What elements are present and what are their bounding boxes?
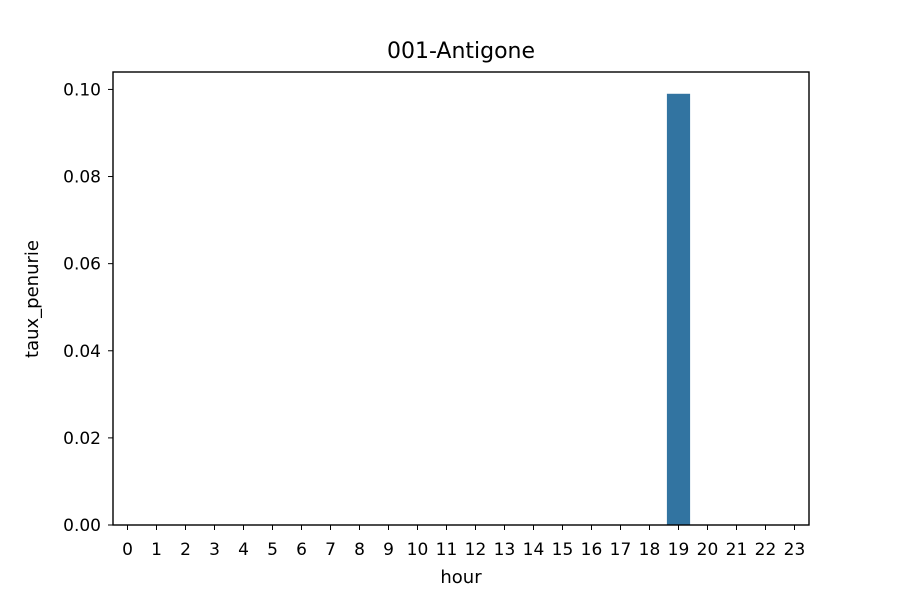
y-tick-label: 0.04	[63, 342, 101, 362]
x-tick-label: 5	[267, 540, 278, 560]
y-axis-label: taux_penurie	[22, 240, 43, 358]
x-tick-label: 22	[755, 540, 777, 560]
x-tick-label: 12	[465, 540, 487, 560]
x-tick-label: 10	[407, 540, 429, 560]
x-tick-label: 11	[436, 540, 458, 560]
x-tick-label: 21	[726, 540, 748, 560]
bars	[666, 93, 691, 526]
x-tick-label: 19	[668, 540, 690, 560]
x-tick-label: 23	[784, 540, 806, 560]
x-tick-label: 13	[494, 540, 516, 560]
y-tick-label: 0.10	[63, 80, 101, 100]
x-tick-label: 9	[383, 540, 394, 560]
x-tick-label: 1	[151, 540, 162, 560]
x-tick-label: 3	[209, 540, 220, 560]
y-tick-label: 0.00	[63, 516, 101, 536]
bar-hour-19	[666, 93, 691, 526]
plot-area-frame	[112, 71, 810, 526]
x-tick-label: 0	[122, 540, 133, 560]
y-tick-label: 0.06	[63, 255, 101, 275]
y-tick-label: 0.02	[63, 429, 101, 449]
chart-title: 001-Antigone	[387, 39, 535, 64]
x-tick-label: 18	[639, 540, 661, 560]
x-tick-label: 2	[180, 540, 191, 560]
x-tick-label: 4	[238, 540, 249, 560]
x-tick-label: 7	[325, 540, 336, 560]
x-tick-label: 16	[581, 540, 603, 560]
y-tick-label: 0.08	[63, 168, 101, 188]
x-tick-label: 17	[610, 540, 632, 560]
x-tick-label: 14	[523, 540, 545, 560]
x-axis-label: hour	[440, 567, 482, 588]
x-tick-label: 15	[552, 540, 574, 560]
x-axis-ticks: 0 1 2 3 4 5 6 7 8 9 10 11 12 13 14 15 16 17 18 19 20 21 22 23	[122, 525, 805, 560]
x-tick-label: 20	[697, 540, 719, 560]
y-axis-ticks: 0.00 0.02 0.04 0.06 0.08 0.10	[63, 80, 113, 536]
x-tick-label: 6	[296, 540, 307, 560]
x-tick-label: 8	[354, 540, 365, 560]
